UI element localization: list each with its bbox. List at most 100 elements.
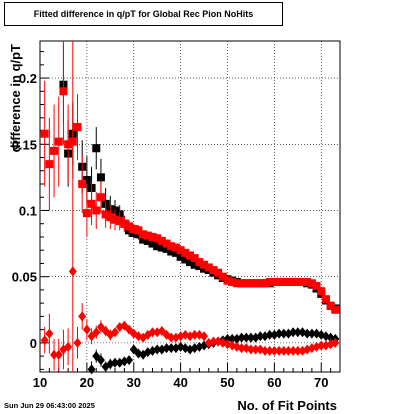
data-point (228, 333, 237, 344)
data-point (153, 242, 162, 251)
data-point (275, 277, 284, 286)
data-point (251, 344, 260, 355)
data-point (162, 343, 171, 354)
data-point (275, 328, 284, 339)
data-point (200, 331, 209, 342)
data-point (284, 277, 293, 286)
data-point (92, 206, 101, 215)
data-point (279, 277, 288, 286)
data-point (214, 268, 223, 277)
data-point (237, 332, 246, 343)
data-point (111, 357, 119, 368)
data-point (167, 242, 176, 251)
x-tick-label: 50 (220, 375, 234, 390)
y-tick-label: 0.1 (19, 203, 37, 218)
data-point (265, 329, 274, 340)
data-point (279, 328, 288, 339)
data-point (218, 272, 227, 281)
data-point (181, 248, 190, 257)
data-point (148, 232, 157, 241)
data-point (162, 239, 171, 248)
data-point (40, 129, 49, 138)
y-axis-label: difference in q/pT (8, 44, 23, 152)
data-point (270, 345, 279, 356)
data-point (200, 260, 209, 269)
data-point (129, 225, 138, 234)
data-point (246, 279, 255, 288)
plot-frame (39, 40, 341, 373)
x-tick-label: 60 (267, 375, 281, 390)
data-point (303, 328, 312, 339)
x-tick-label: 70 (314, 375, 328, 390)
data-point (153, 344, 162, 355)
data-point (293, 277, 302, 286)
data-point (96, 355, 105, 366)
data-point (176, 252, 185, 261)
data-point (275, 345, 284, 356)
data-point (317, 340, 326, 351)
data-point (64, 140, 73, 149)
data-point (153, 234, 162, 243)
data-point (270, 277, 279, 286)
data-point (293, 345, 302, 356)
y-tick-label: 0 (30, 336, 37, 351)
data-point (228, 277, 237, 286)
series-layer (40, 41, 340, 375)
data-point (190, 260, 199, 269)
x-tick-label: 10 (33, 375, 47, 390)
data-point (45, 328, 54, 339)
data-point (181, 255, 190, 264)
data-point (190, 254, 199, 263)
x-tick-label: 30 (127, 375, 141, 390)
data-point (134, 226, 143, 235)
data-point (143, 231, 152, 240)
data-point (321, 295, 330, 304)
data-point (139, 230, 148, 239)
data-point (242, 332, 251, 343)
data-point (204, 263, 213, 272)
data-point (171, 243, 180, 252)
data-point (50, 349, 59, 360)
series-3 (40, 41, 340, 372)
data-point (64, 341, 73, 352)
data-point (68, 266, 77, 277)
data-point (167, 247, 176, 256)
data-point (120, 219, 129, 228)
data-point (331, 337, 340, 348)
data-point (303, 277, 312, 286)
date-stamp: Sun Jun 29 06:43:00 2025 (4, 401, 95, 410)
data-point (265, 277, 274, 286)
data-point (209, 266, 218, 275)
data-point (261, 345, 269, 356)
data-point (186, 251, 194, 260)
data-point (82, 176, 91, 185)
y-tick-label: 0.05 (12, 270, 37, 285)
x-tick-label: 20 (80, 375, 94, 390)
data-point (125, 222, 134, 231)
data-point (167, 332, 176, 343)
data-point (312, 281, 321, 290)
data-point (106, 213, 115, 222)
data-point (289, 345, 298, 356)
x-tick-label: 40 (173, 375, 187, 390)
data-point (289, 327, 298, 338)
data-point (111, 327, 119, 338)
data-point (265, 345, 274, 356)
data-point (176, 246, 185, 255)
data-point (45, 160, 54, 169)
data-point (157, 243, 166, 252)
data-point (242, 279, 251, 288)
data-point (73, 123, 82, 132)
data-point (331, 305, 340, 314)
data-point (73, 337, 82, 348)
data-point (246, 344, 255, 355)
data-point (82, 209, 91, 218)
data-point (87, 364, 96, 375)
data-point (256, 331, 265, 342)
data-point (307, 279, 316, 288)
data-point (237, 279, 246, 288)
data-point (40, 335, 49, 346)
data-point (54, 349, 63, 360)
tick-labels: 10 20 30 40 50 60 70 0 0.05 0.1 0.15 0.2 (12, 71, 329, 390)
